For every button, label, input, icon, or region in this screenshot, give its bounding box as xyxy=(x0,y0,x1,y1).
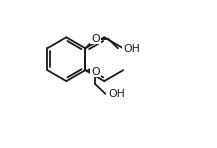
Text: OH: OH xyxy=(108,89,125,99)
Text: O: O xyxy=(91,67,100,77)
Text: O: O xyxy=(91,34,100,44)
Text: OH: OH xyxy=(123,44,140,54)
